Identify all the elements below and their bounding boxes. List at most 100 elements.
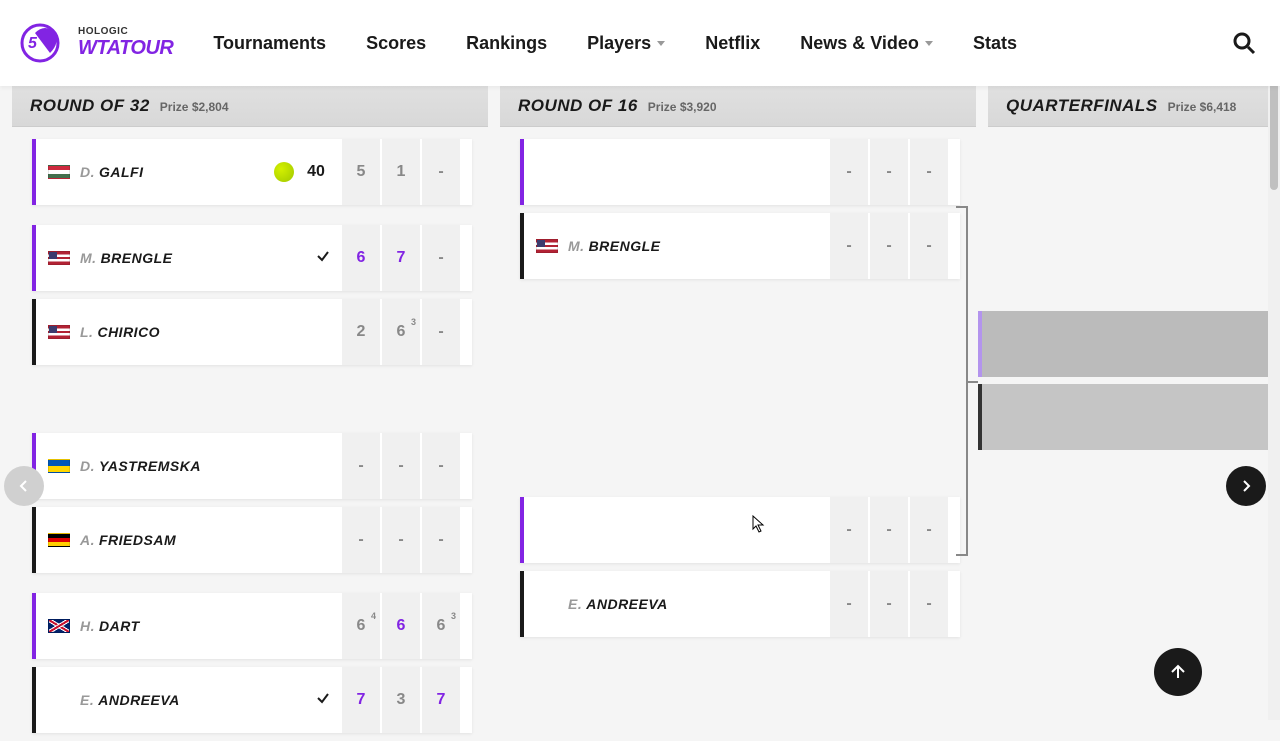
player-row[interactable]: D.YASTREMSKA - - -: [32, 433, 472, 499]
player-row[interactable]: A.FRIEDSAM - - -: [32, 507, 472, 573]
match-r16-2[interactable]: - - - E.ANDREEVA - - -: [520, 497, 960, 645]
player-row[interactable]: E.ANDREEVA - - -: [520, 571, 960, 637]
set-score: 7: [342, 667, 380, 733]
set-score: -: [422, 225, 460, 291]
match-r32-3[interactable]: D.YASTREMSKA - - - A.FRIEDSAM - - -: [32, 433, 472, 581]
set-score: -: [910, 497, 948, 563]
player-row[interactable]: H.DART 64 6 63: [32, 593, 472, 659]
bracket-line: [966, 381, 978, 383]
player-row[interactable]: - - -: [520, 139, 960, 205]
column-r32: ROUND OF 32 Prize $2,804 D.GALFI 40 5 1 …: [12, 86, 488, 720]
bracket-line: [956, 206, 966, 208]
player-name: L.CHIRICO: [80, 324, 340, 340]
player-row[interactable]: M.BRENGLE - - -: [520, 213, 960, 279]
nav-tournaments[interactable]: Tournaments: [213, 33, 326, 54]
set-score: 64: [342, 593, 380, 659]
search-button[interactable]: [1228, 27, 1260, 59]
set-score: -: [830, 213, 868, 279]
set-score: 1: [382, 139, 420, 205]
set-score: -: [830, 139, 868, 205]
set-score: -: [870, 497, 908, 563]
bracket-line: [956, 554, 966, 556]
set-score: -: [870, 139, 908, 205]
round-header-r16: ROUND OF 16 Prize $3,920: [500, 86, 976, 127]
main-header: 5 HOLOGIC WTATOUR Tournaments Scores Ran…: [0, 0, 1280, 86]
logo-wta-text: WTATOUR: [78, 37, 173, 60]
wta-logo[interactable]: 5 HOLOGIC WTATOUR: [20, 18, 173, 68]
nav-stats[interactable]: Stats: [973, 33, 1017, 54]
nav-scores[interactable]: Scores: [366, 33, 426, 54]
set-score: -: [870, 213, 908, 279]
scrollbar[interactable]: [1268, 0, 1280, 720]
player-name: D.YASTREMSKA: [80, 458, 340, 474]
scroll-to-top-button[interactable]: [1154, 648, 1202, 696]
round-prize: Prize $2,804: [160, 100, 229, 114]
player-name: M.BRENGLE: [568, 238, 828, 254]
arrow-up-icon: [1168, 662, 1188, 682]
player-name: D.GALFI: [80, 164, 274, 180]
nav-rankings[interactable]: Rankings: [466, 33, 547, 54]
flag-icon: [48, 459, 70, 473]
main-nav: Tournaments Scores Rankings Players Netf…: [213, 33, 1228, 54]
nav-news[interactable]: News & Video: [800, 33, 933, 54]
set-score: 63: [422, 593, 460, 659]
set-score: -: [382, 507, 420, 573]
player-name: A.FRIEDSAM: [80, 532, 340, 548]
flag-icon: [536, 239, 558, 253]
player-name: H.DART: [80, 618, 340, 634]
tennis-ball-icon: [274, 162, 294, 182]
set-score: -: [910, 571, 948, 637]
match-r32-4[interactable]: H.DART 64 6 63 E.ANDREEVA 7 3 7: [32, 593, 472, 741]
flag-icon: [48, 533, 70, 547]
player-row[interactable]: D.GALFI 40 5 1 -: [32, 139, 472, 205]
chevron-down-icon: [657, 41, 665, 46]
flag-icon: [48, 165, 70, 179]
match-r32-1[interactable]: D.GALFI 40 5 1 -: [32, 139, 472, 213]
chevron-left-icon: [17, 479, 31, 493]
set-score: 2: [342, 299, 380, 365]
player-name: M.BRENGLE: [80, 250, 316, 266]
nav-arrow-left[interactable]: [4, 466, 44, 506]
set-score: 6: [342, 225, 380, 291]
flag-icon: [48, 325, 70, 339]
set-score: 63: [382, 299, 420, 365]
set-score: 7: [382, 225, 420, 291]
set-score: -: [422, 507, 460, 573]
chevron-right-icon: [1239, 479, 1253, 493]
set-score: 6: [382, 593, 420, 659]
player-row[interactable]: M.BRENGLE 6 7 -: [32, 225, 472, 291]
nav-netflix[interactable]: Netflix: [705, 33, 760, 54]
match-r16-1[interactable]: - - - M.BRENGLE - - -: [520, 139, 960, 287]
flag-icon: [536, 165, 558, 179]
set-score: -: [342, 433, 380, 499]
qf-slot-2[interactable]: [978, 384, 1268, 450]
column-r16: ROUND OF 16 Prize $3,920 - - - M.BRENGLE…: [500, 86, 976, 720]
player-name: E.ANDREEVA: [568, 596, 828, 612]
round-title: ROUND OF 16: [518, 96, 638, 116]
set-score: 5: [342, 139, 380, 205]
flag-icon: [536, 523, 558, 537]
flag-icon: [48, 619, 70, 633]
round-header-r32: ROUND OF 32 Prize $2,804: [12, 86, 488, 127]
match-r32-2[interactable]: M.BRENGLE 6 7 - L.CHIRICO 2 63 -: [32, 225, 472, 373]
flag-icon: [48, 693, 70, 707]
set-score: -: [830, 497, 868, 563]
round-prize: Prize $3,920: [648, 100, 717, 114]
set-score: -: [422, 433, 460, 499]
wta-logo-icon: 5: [20, 18, 70, 68]
set-score: -: [422, 299, 460, 365]
qf-slot-1[interactable]: [978, 311, 1268, 377]
nav-players[interactable]: Players: [587, 33, 665, 54]
player-row[interactable]: E.ANDREEVA 7 3 7: [32, 667, 472, 733]
player-row[interactable]: - - -: [520, 497, 960, 563]
logo-hologic-text: HOLOGIC: [78, 26, 173, 37]
set-score: 7: [422, 667, 460, 733]
set-score: -: [382, 433, 420, 499]
flag-icon: [48, 251, 70, 265]
nav-arrow-right[interactable]: [1226, 466, 1266, 506]
player-name: E.ANDREEVA: [80, 692, 316, 708]
player-row[interactable]: L.CHIRICO 2 63 -: [32, 299, 472, 365]
svg-text:5: 5: [28, 35, 38, 52]
search-icon: [1232, 31, 1256, 55]
set-score: -: [830, 571, 868, 637]
